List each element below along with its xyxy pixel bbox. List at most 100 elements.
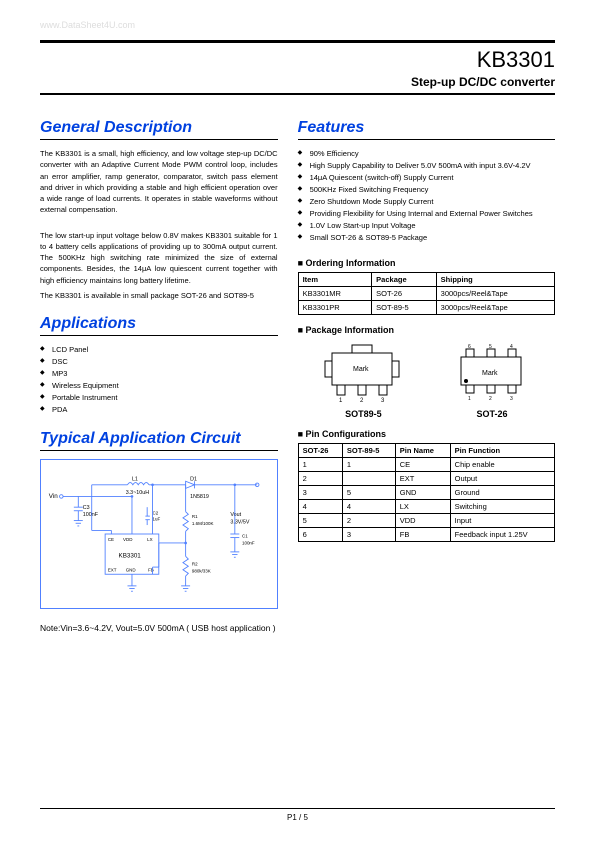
td: FB (395, 528, 450, 542)
general-desc-title: General Description (40, 119, 278, 140)
circuit-diagram: Vin C3 100nF L1 3.3~10uH (40, 459, 278, 609)
svg-text:Vin: Vin (49, 493, 58, 500)
td: CE (395, 458, 450, 472)
th: Pin Function (450, 444, 554, 458)
td: 2 (298, 472, 342, 486)
table-row: SOT-26 SOT-89-5 Pin Name Pin Function (298, 444, 554, 458)
right-column: Features 90% Efficiency High Supply Capa… (298, 119, 555, 617)
footer-divider (40, 808, 555, 809)
svg-text:L1: L1 (132, 476, 138, 482)
td: SOT-89-5 (372, 301, 437, 315)
svg-text:100nF: 100nF (83, 512, 99, 518)
package-diagrams: Mark 1 2 3 Mark 6 5 4 1 (298, 343, 555, 403)
package-info-title: Package Information (298, 325, 555, 335)
svg-text:2: 2 (360, 398, 364, 403)
svg-text:LX: LX (147, 537, 152, 542)
td: KB3301PR (298, 301, 372, 315)
table-row: 63FBFeedback input 1.25V (298, 528, 554, 542)
svg-text:Mark: Mark (353, 366, 369, 373)
circuit-title: Typical Application Circuit (40, 430, 278, 451)
svg-text:1uF: 1uF (153, 517, 161, 522)
th: Package (372, 273, 437, 287)
left-column: General Description The KB3301 is a smal… (40, 119, 278, 617)
svg-text:980k/33K: 980k/33K (192, 568, 211, 573)
product-subtitle: Step-up DC/DC converter (40, 75, 555, 95)
applications-list: LCD Panel DSC MP3 Wireless Equipment Por… (40, 344, 278, 416)
desc-para-2: The low start-up input voltage below 0.8… (40, 230, 278, 286)
th: SOT-26 (298, 444, 342, 458)
td: Ground (450, 486, 554, 500)
td: LX (395, 500, 450, 514)
pkg-label: SOT89-5 (345, 409, 382, 419)
td: 1 (342, 458, 395, 472)
td: Output (450, 472, 554, 486)
svg-text:1: 1 (339, 398, 343, 403)
svg-text:4: 4 (510, 344, 513, 350)
td: 6 (298, 528, 342, 542)
td: Input (450, 514, 554, 528)
footer: P1 / 5 (0, 808, 595, 822)
td: 3 (298, 486, 342, 500)
svg-text:C3: C3 (83, 505, 90, 511)
note-text: Note:Vin=3.6~4.2V, Vout=5.0V 500mA ( USB… (40, 623, 555, 633)
package-labels: SOT89-5 SOT-26 (298, 409, 555, 419)
svg-text:R1: R1 (192, 514, 198, 519)
feature-item: 14μA Quiescent (switch-off) Supply Curre… (298, 172, 555, 184)
svg-text:100nF: 100nF (242, 541, 255, 546)
watermark: www.DataSheet4U.com (40, 20, 135, 30)
td: 2 (342, 514, 395, 528)
th: Shipping (436, 273, 554, 287)
svg-text:1N5819: 1N5819 (190, 494, 209, 500)
svg-text:1: 1 (468, 396, 471, 402)
table-row: 2 EXTOutput (298, 472, 554, 486)
td: SOT-26 (372, 287, 437, 301)
svg-text:C2: C2 (153, 510, 159, 515)
pkg-label: SOT-26 (477, 409, 508, 419)
page-number: P1 / 5 (287, 813, 308, 822)
td: 3000pcs/Reel&Tape (436, 301, 554, 315)
table-row: KB3301MR SOT-26 3000pcs/Reel&Tape (298, 287, 554, 301)
svg-text:3.3V/5V: 3.3V/5V (230, 519, 249, 525)
svg-text:3.3~10uH: 3.3~10uH (126, 490, 150, 496)
td: EXT (395, 472, 450, 486)
feature-item: Small SOT-26 & SOT89-5 Package (298, 232, 555, 244)
table-row: 11CEChip enable (298, 458, 554, 472)
td: 1 (298, 458, 342, 472)
svg-text:EXT: EXT (108, 568, 117, 573)
app-item: LCD Panel (40, 344, 278, 356)
sot26-icon: Mark 6 5 4 1 2 3 (446, 343, 536, 403)
feature-item: Providing Flexibility for Using Internal… (298, 208, 555, 220)
app-item: DSC (40, 356, 278, 368)
table-row: 35GNDGround (298, 486, 554, 500)
app-item: MP3 (40, 368, 278, 380)
feature-item: 90% Efficiency (298, 148, 555, 160)
app-item: Wireless Equipment (40, 380, 278, 392)
svg-text:5: 5 (489, 344, 492, 350)
td: Chip enable (450, 458, 554, 472)
circuit-svg: Vin C3 100nF L1 3.3~10uH (47, 466, 271, 602)
feature-item: High Supply Capability to Deliver 5.0V 5… (298, 160, 555, 172)
td: GND (395, 486, 450, 500)
svg-text:GND: GND (126, 568, 137, 573)
desc-para-3: The KB3301 is available in small package… (40, 290, 278, 301)
content-columns: General Description The KB3301 is a smal… (40, 119, 555, 617)
th: Pin Name (395, 444, 450, 458)
svg-text:C1: C1 (242, 534, 248, 539)
td: 3000pcs/Reel&Tape (436, 287, 554, 301)
th: SOT-89-5 (342, 444, 395, 458)
svg-text:2: 2 (489, 396, 492, 402)
svg-text:3: 3 (510, 396, 513, 402)
feature-item: Zero Shutdown Mode Supply Current (298, 196, 555, 208)
product-code: KB3301 (40, 47, 555, 73)
app-item: Portable Instrument (40, 392, 278, 404)
svg-text:1.6M/100K: 1.6M/100K (192, 521, 214, 526)
svg-text:VDD: VDD (123, 537, 133, 542)
td: 4 (342, 500, 395, 514)
features-list: 90% Efficiency High Supply Capability to… (298, 148, 555, 244)
svg-text:3: 3 (381, 398, 385, 403)
svg-text:Vout: Vout (230, 512, 241, 518)
td: KB3301MR (298, 287, 372, 301)
applications-title: Applications (40, 315, 278, 336)
td: Switching (450, 500, 554, 514)
sot89-5-icon: Mark 1 2 3 (317, 343, 407, 403)
